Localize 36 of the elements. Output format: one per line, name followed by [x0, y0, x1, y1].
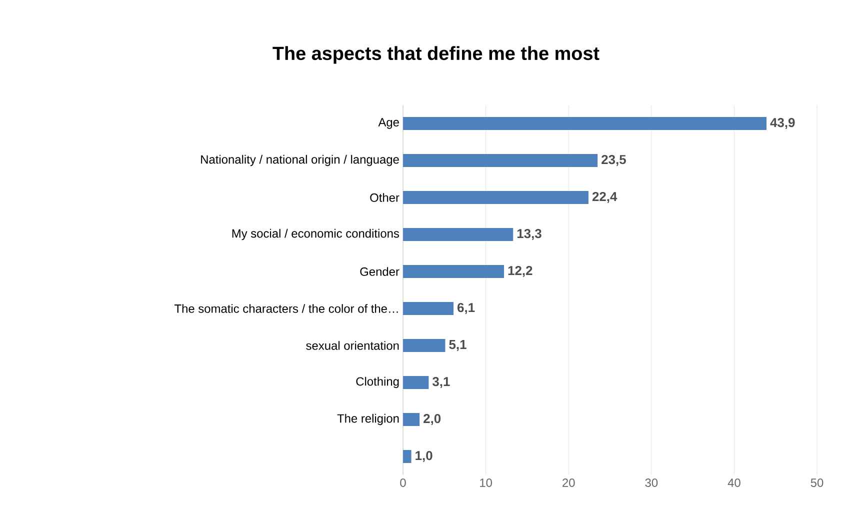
bar — [403, 228, 514, 241]
x-tick-label: 40 — [728, 478, 740, 487]
y-tick-label: Clothing — [356, 376, 399, 388]
bar — [403, 154, 598, 167]
y-tick-label: The religion — [337, 414, 399, 426]
y-tick-label: sexual orientation — [306, 341, 399, 350]
x-tick-label: 10 — [480, 478, 492, 487]
data-label: 23,5 — [602, 154, 626, 166]
bar — [403, 412, 420, 426]
data-label: 43,9 — [770, 118, 795, 130]
y-tick-label: The somatic characters / the color of the… — [174, 304, 398, 313]
data-label: 12,2 — [508, 266, 532, 278]
bar — [403, 116, 766, 130]
data-label: 6,1 — [458, 302, 475, 314]
x-tick-label: 0 — [400, 478, 406, 487]
x-tick-label: 20 — [562, 478, 575, 487]
data-label: 3,1 — [432, 376, 450, 388]
bar — [403, 376, 429, 389]
y-tick-label: My social / economic conditions — [232, 228, 400, 240]
y-tick-label: Other — [370, 193, 400, 202]
data-label: 22,4 — [592, 192, 618, 204]
y-tick-label: Nationality / national origin / language — [201, 154, 399, 166]
bar — [403, 302, 454, 315]
bar — [403, 450, 412, 463]
bar — [403, 338, 446, 352]
data-label: 1,0 — [416, 450, 432, 462]
data-label: 5,1 — [449, 340, 466, 351]
bar — [403, 190, 588, 204]
y-tick-label: Gender — [360, 267, 400, 276]
x-tick-label: 50 — [810, 478, 824, 487]
x-tick-label: 30 — [645, 478, 658, 487]
chart-title: The aspects that define me the most — [272, 46, 600, 64]
bar — [403, 264, 504, 278]
data-label: 2,0 — [424, 414, 441, 426]
data-label: 13,3 — [517, 228, 542, 240]
y-tick-label: Age — [378, 118, 399, 129]
